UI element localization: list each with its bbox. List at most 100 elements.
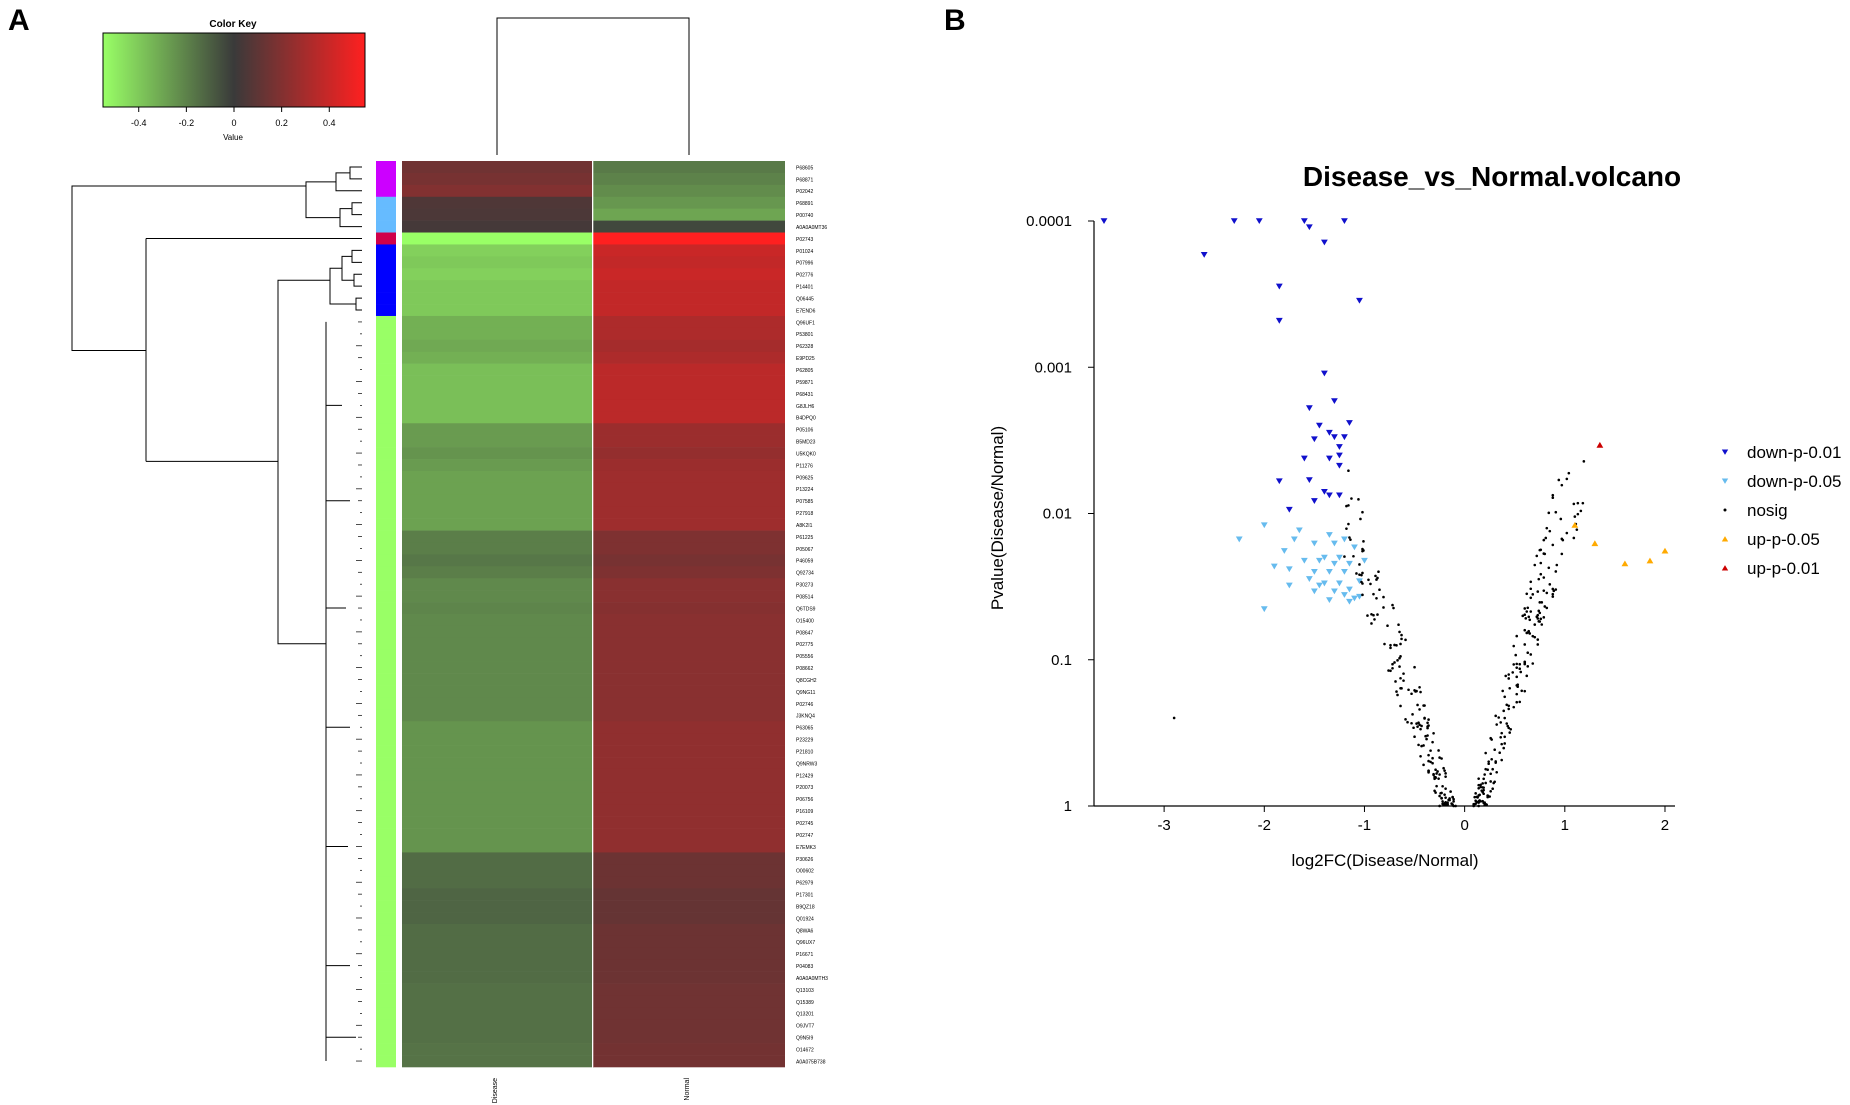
heatmap-cell	[402, 947, 592, 961]
volcano-point-nosig	[1506, 724, 1510, 728]
heatmap-cell	[402, 792, 592, 806]
volcano-point-nosig	[1555, 563, 1559, 567]
cluster-cell	[376, 566, 396, 579]
cluster-cell	[376, 745, 396, 758]
heatmap-cell	[593, 637, 785, 651]
volcano-point-nosig	[1487, 760, 1490, 764]
volcano-point-nosig	[1481, 799, 1484, 803]
row-label: P23229	[796, 738, 813, 744]
heatmap-cell	[402, 542, 592, 555]
volcano-point-nosig	[1482, 792, 1485, 796]
panel-b-letter: B	[944, 4, 966, 37]
volcano-point-nosig	[1495, 723, 1498, 726]
volcano-point-down-p-0.01	[1275, 283, 1283, 290]
volcano-point-nosig	[1537, 577, 1541, 581]
heatmap-cell	[402, 411, 592, 424]
row-label: B5MD23	[796, 440, 816, 446]
volcano-points	[1100, 218, 1669, 808]
volcano-point-nosig	[1449, 790, 1452, 793]
volcano-point-nosig	[1404, 638, 1407, 642]
cluster-cell	[376, 220, 396, 233]
volcano-point-nosig	[1503, 716, 1507, 720]
volcano-point-nosig	[1416, 725, 1419, 728]
volcano-point-down-p-0.01	[1341, 434, 1348, 441]
row-dendrogram-branch	[339, 208, 362, 228]
heatmap-cell	[593, 888, 785, 901]
row-label: P07996	[796, 261, 813, 267]
volcano-point-nosig	[1418, 685, 1421, 689]
volcano-point-nosig	[1516, 685, 1520, 689]
row-label: J3KNQ4	[796, 714, 815, 720]
row-label: P08514	[796, 595, 813, 601]
heatmap-cell	[593, 292, 785, 305]
volcano-point-nosig	[1484, 802, 1487, 806]
volcano-point-nosig	[1526, 665, 1530, 668]
column-label: Disease	[492, 1078, 499, 1103]
cluster-cell	[376, 792, 396, 806]
volcano-point-nosig	[1360, 580, 1363, 584]
volcano-point-nosig	[1479, 783, 1482, 787]
cluster-cell	[376, 244, 396, 257]
volcano-point-nosig	[1358, 573, 1361, 576]
color-key-ticks: -0.4 -0.2 0 0.2 0.4	[131, 107, 336, 128]
cluster-cell	[376, 506, 396, 519]
volcano-point-nosig	[1419, 727, 1422, 731]
cluster-cell	[376, 709, 396, 722]
heatmap-cell	[402, 554, 592, 567]
volcano-point-down-p-0.05	[1310, 568, 1318, 575]
row-label: P21810	[796, 749, 813, 755]
cluster-cell	[376, 983, 396, 996]
heatmap-cell	[593, 625, 785, 639]
cluster-cell	[376, 828, 396, 841]
volcano-point-nosig	[1538, 548, 1542, 552]
heatmap-cell	[402, 1007, 592, 1020]
row-label: Q6TDS9	[796, 606, 816, 612]
row-label: A8K2I1	[796, 523, 813, 529]
volcano-point-nosig	[1477, 800, 1480, 803]
row-label: A0A0A0MTH3	[796, 976, 828, 982]
x-tick-label: -3	[1157, 817, 1170, 834]
volcano-point-nosig	[1473, 802, 1476, 806]
volcano-point-down-p-0.05	[1290, 536, 1298, 543]
volcano-point-down-p-0.01	[1275, 317, 1283, 324]
row-label: P62805	[796, 368, 813, 374]
volcano-point-nosig	[1523, 689, 1527, 693]
volcano-point-nosig	[1572, 536, 1576, 540]
volcano-point-nosig	[1387, 669, 1390, 672]
volcano-point-nosig	[1529, 610, 1533, 613]
row-dendrogram-branch	[277, 279, 330, 645]
volcano-point-nosig	[1427, 718, 1430, 721]
volcano-point-nosig	[1505, 722, 1509, 725]
heatmap-cell	[593, 804, 785, 817]
heatmap-cell	[593, 733, 785, 746]
volcano-point-nosig	[1545, 526, 1549, 530]
cluster-cell	[376, 363, 396, 376]
heatmap-cell	[402, 482, 592, 496]
volcano-point-nosig	[1426, 725, 1429, 728]
volcano-point-nosig	[1434, 791, 1437, 794]
color-key-tick-label: -0.2	[179, 118, 195, 128]
heatmap-cells	[402, 161, 785, 1068]
volcano-point-nosig	[1419, 690, 1422, 694]
cluster-cell	[376, 614, 396, 627]
volcano-point-nosig	[1554, 510, 1558, 514]
cluster-cell	[376, 232, 396, 245]
cluster-cell	[376, 673, 396, 686]
volcano-point-nosig	[1540, 623, 1544, 626]
heatmap-cell	[402, 518, 592, 531]
volcano-point-nosig	[1419, 754, 1422, 758]
volcano-point-nosig	[1414, 690, 1417, 693]
row-label: P09625	[796, 475, 813, 481]
column-dendrogram	[496, 17, 690, 155]
heatmap-cell	[593, 363, 785, 376]
volcano-point-down-p-0.05	[1315, 557, 1323, 564]
volcano-point-up-p-0.05	[1571, 522, 1579, 528]
volcano-point-nosig	[1400, 633, 1403, 637]
volcano-point-nosig	[1423, 717, 1426, 720]
volcano-point-nosig	[1445, 801, 1448, 805]
cluster-cell	[376, 602, 396, 615]
volcano-point-nosig	[1473, 795, 1476, 799]
volcano-point-nosig	[1477, 801, 1480, 804]
volcano-point-nosig	[1551, 592, 1555, 596]
volcano-point-nosig	[1442, 766, 1445, 770]
